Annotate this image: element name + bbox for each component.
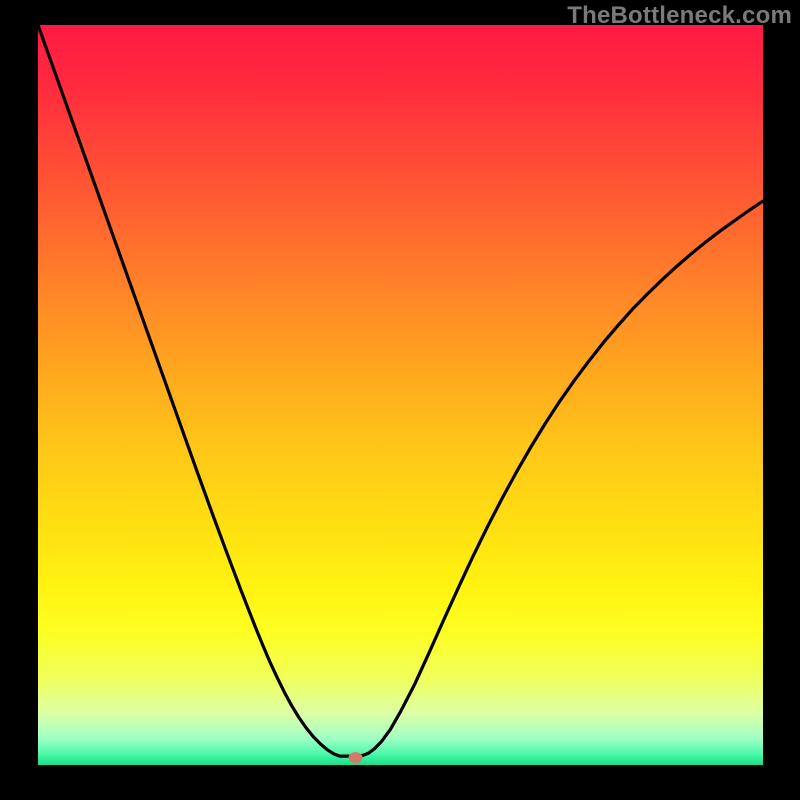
optimal-point-marker (349, 752, 363, 763)
bottleneck-chart (0, 0, 800, 800)
chart-frame: TheBottleneck.com (0, 0, 800, 800)
plot-gradient-background (38, 25, 763, 765)
